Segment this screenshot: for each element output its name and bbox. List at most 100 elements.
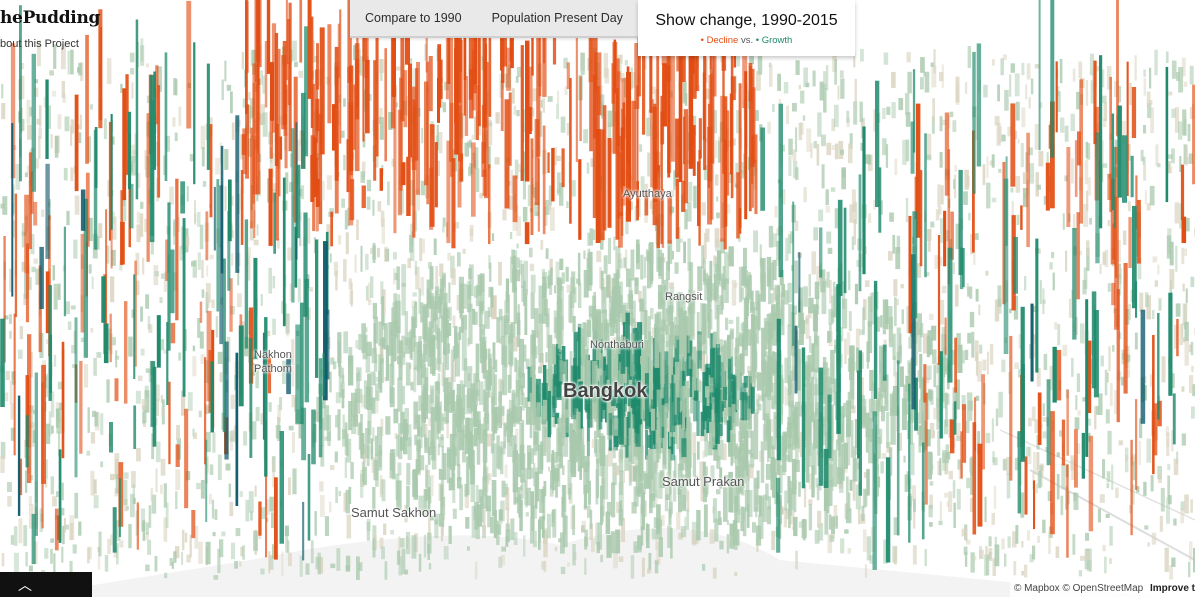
population-bar: [639, 298, 644, 312]
population-bar: [714, 174, 719, 186]
population-bar: [834, 59, 837, 85]
population-bar: [468, 303, 473, 345]
population-bar: [287, 247, 292, 261]
population-bar: [624, 59, 628, 66]
population-bar: [661, 404, 666, 427]
population-bar: [1171, 148, 1175, 164]
population-bar: [561, 396, 565, 446]
osm-credit-link[interactable]: © OpenStreetMap: [1062, 583, 1144, 594]
population-bar: [0, 441, 6, 459]
population-bar: [446, 419, 449, 439]
compare-1990-button[interactable]: Compare to 1990: [365, 11, 462, 25]
population-bar: [454, 326, 458, 359]
population-bar: [115, 474, 119, 494]
population-bar: [896, 235, 901, 254]
population-bar: [523, 260, 528, 295]
population-bar: [842, 298, 848, 329]
population-bar: [622, 302, 628, 338]
population-bar: [618, 556, 624, 562]
scroll-up-button[interactable]: ︿: [0, 572, 92, 597]
population-bar: [663, 351, 669, 404]
population-bar: [992, 59, 995, 66]
population-bar: [542, 399, 548, 420]
population-bar: [530, 491, 534, 519]
population-bar: [795, 60, 800, 75]
population-bar: [377, 450, 383, 471]
population-bar: [125, 74, 129, 175]
population-bar: [728, 246, 734, 267]
population-bar: [443, 377, 449, 411]
population-bar: [666, 472, 671, 483]
population-bar: [501, 405, 505, 416]
population-bar: [908, 215, 912, 334]
population-bar: [961, 395, 966, 410]
population-bar: [407, 424, 412, 447]
improve-map-link[interactable]: Improve t: [1149, 583, 1195, 594]
population-bar: [508, 335, 514, 365]
population-bar: [415, 68, 419, 161]
population-bar: [893, 355, 896, 377]
population-bar: [834, 143, 839, 160]
population-bar: [1035, 483, 1038, 494]
population-bar: [688, 181, 693, 202]
population-bar: [33, 201, 38, 226]
population-bar: [1037, 392, 1042, 445]
population-bar: [1015, 130, 1018, 139]
population-bar: [698, 381, 704, 403]
population-bar: [774, 205, 778, 218]
population-bar: [131, 155, 136, 176]
mapbox-credit-link[interactable]: © Mapbox: [1013, 583, 1060, 594]
about-link[interactable]: bout this Project: [0, 38, 79, 50]
pudding-logo[interactable]: hePudding: [0, 8, 101, 28]
population-bar: [292, 40, 297, 61]
population-bar: [230, 91, 233, 114]
population-bar: [202, 181, 207, 187]
population-bar: [744, 71, 748, 220]
population-bar: [973, 251, 976, 265]
population-bar: [153, 71, 156, 170]
population-bar: [164, 572, 168, 579]
population-bar: [862, 529, 867, 552]
population-bar: [893, 547, 897, 565]
population-bar: [175, 469, 181, 491]
population-bar: [278, 48, 281, 197]
population-bar: [868, 398, 874, 422]
population-bar: [881, 376, 887, 393]
population-bar: [1052, 346, 1057, 403]
population-bar: [1128, 217, 1132, 268]
population-bar: [880, 461, 884, 474]
population-bar: [656, 504, 661, 529]
population-bar: [554, 412, 560, 424]
population-bar: [381, 546, 385, 560]
population-bar: [536, 402, 541, 423]
population-bar: [300, 185, 305, 200]
population-bar: [337, 23, 340, 78]
population-bar: [509, 231, 513, 240]
population-bar: [789, 378, 792, 394]
population-bar: [1143, 69, 1146, 77]
population-bar: [485, 370, 491, 391]
map-attribution: © Mapbox © OpenStreetMap Improve t: [1009, 581, 1195, 597]
population-bar: [1192, 84, 1195, 185]
population-bar: [269, 496, 274, 512]
show-change-button[interactable]: Show change, 1990-2015 • Decline vs. • G…: [638, 0, 855, 56]
population-present-button[interactable]: Population Present Day: [491, 11, 623, 25]
population-bar: [1112, 345, 1115, 352]
population-bar: [554, 546, 558, 552]
population-bar: [740, 506, 744, 532]
population-bar: [338, 376, 344, 398]
population-bar: [1095, 66, 1100, 72]
population-bar: [1143, 481, 1147, 496]
population-bar: [859, 329, 864, 336]
population-bar: [251, 421, 257, 440]
population-bar: [94, 411, 99, 427]
population-bar: [437, 444, 440, 456]
population-bar: [199, 331, 204, 349]
population-bar: [1086, 550, 1090, 561]
population-bar: [373, 316, 378, 344]
population-bar: [767, 121, 771, 134]
legend-vs: vs.: [740, 35, 754, 46]
population-bar: [1046, 379, 1051, 466]
population-bar: [79, 360, 83, 454]
